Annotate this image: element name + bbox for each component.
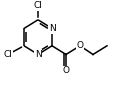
Text: O: O — [76, 41, 84, 50]
Text: Cl: Cl — [4, 50, 13, 59]
Text: O: O — [63, 66, 70, 75]
Text: N: N — [35, 50, 41, 59]
Text: N: N — [49, 24, 55, 33]
Text: Cl: Cl — [34, 1, 42, 10]
